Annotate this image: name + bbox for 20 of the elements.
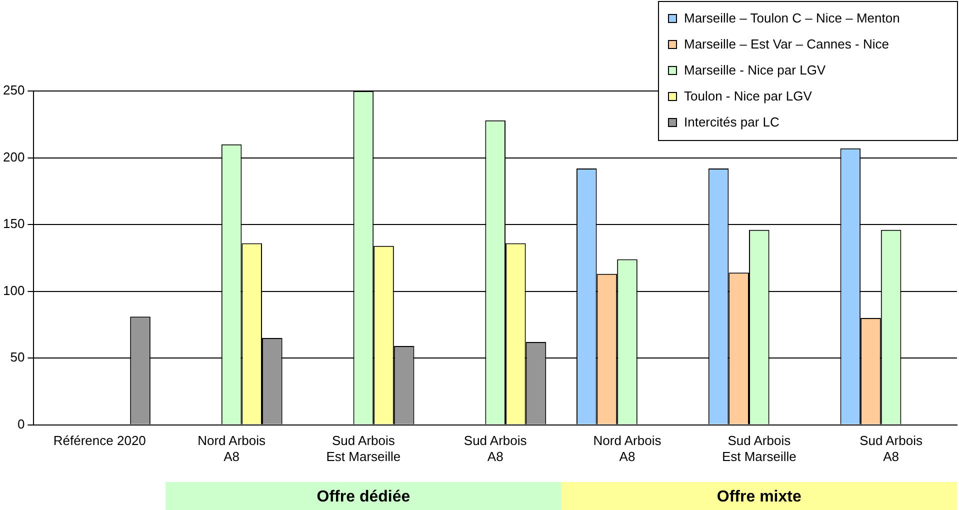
legend-label: Marseille – Toulon C – Nice – Menton bbox=[684, 10, 900, 26]
x-tick-label: Sud Arbois A8 bbox=[860, 433, 923, 464]
y-tick-label: 250 bbox=[2, 82, 25, 98]
y-tick-label: 100 bbox=[2, 282, 25, 298]
x-tick-label: Sud Arbois A8 bbox=[464, 433, 528, 464]
y-tick-label: 200 bbox=[2, 149, 25, 164]
x-tick-label: Nord Arbois A8 bbox=[593, 433, 662, 464]
y-tick-label: 50 bbox=[10, 350, 25, 365]
y-tick-label: 0 bbox=[17, 416, 25, 432]
legend-label: Toulon - Nice par LGV bbox=[684, 88, 812, 104]
text: Offre mixte bbox=[716, 488, 802, 506]
x-tick-label: Référence 2020 bbox=[53, 433, 146, 448]
legend-label: Intercités par LC bbox=[684, 114, 780, 130]
legend-label: Marseille - Nice par LGV bbox=[684, 62, 826, 78]
x-tick-label: Sud Arbois Est Marseille bbox=[722, 433, 796, 464]
x-tick-label: Sud Arbois Est Marseille bbox=[326, 433, 401, 464]
legend-label: Marseille – Est Var – Cannes - Nice bbox=[684, 36, 889, 52]
x-tick-label: Nord Arbois A8 bbox=[198, 433, 266, 464]
text: Offre dédiée bbox=[316, 488, 410, 506]
y-tick-label: 150 bbox=[2, 216, 25, 232]
